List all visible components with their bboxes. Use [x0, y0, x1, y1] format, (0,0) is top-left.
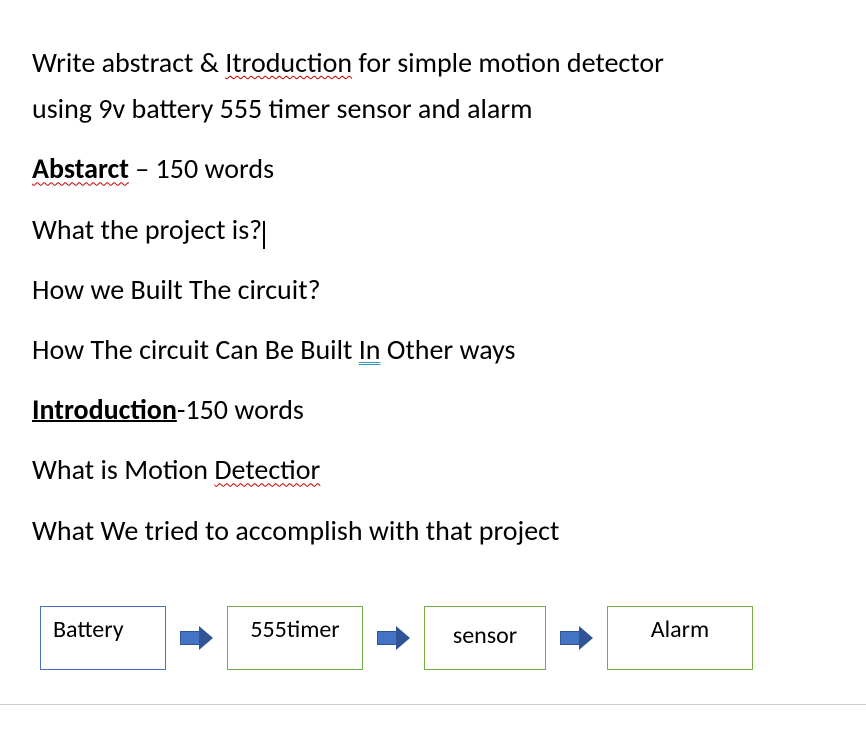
line-8: What is Motion Detectior: [32, 447, 834, 493]
page-divider: [0, 704, 866, 705]
flow-box-555timer: 555timer: [227, 606, 363, 670]
line-9: What We tried to accomplish with that pr…: [32, 508, 834, 554]
line-1: Write abstract & Itroduction for simple …: [32, 40, 834, 86]
block-diagram: Battery 555timer sensor Alarm: [40, 606, 834, 670]
text: What is Motion: [32, 452, 214, 487]
text: Write abstract &: [32, 45, 225, 80]
flow-box-battery: Battery: [40, 606, 166, 670]
flow-box-alarm: Alarm: [607, 606, 753, 670]
text: Other ways: [381, 332, 516, 367]
text: How The circuit Can Be Built: [32, 332, 359, 367]
text: -150 words: [177, 392, 304, 427]
line-5: How we Built The circuit?: [32, 267, 834, 313]
spell-error-itroduction: Itroduction: [225, 45, 352, 80]
spell-error-abstarct: Abstarct: [32, 151, 129, 186]
grammar-mark-in: In: [359, 332, 381, 367]
line-4: What the project is?: [32, 207, 834, 253]
arrow-icon: [560, 606, 593, 670]
line-2: using 9v battery 555 timer sensor and al…: [32, 86, 834, 132]
text: What the project is?: [32, 212, 262, 247]
text: – 150 words: [129, 151, 274, 186]
spell-error-detectior: Detectior: [214, 452, 320, 487]
line-6: How The circuit Can Be Built In Other wa…: [32, 327, 834, 373]
flow-box-sensor: sensor: [424, 606, 546, 670]
arrow-icon: [377, 606, 410, 670]
line-abstract-heading: Abstarct – 150 words: [32, 146, 834, 192]
heading-introduction: Introduction: [32, 392, 177, 427]
document-page: Write abstract & Itroduction for simple …: [0, 0, 866, 670]
text: for simple motion detector: [352, 45, 664, 80]
text-cursor: [263, 221, 265, 249]
line-introduction-heading: Introduction-150 words: [32, 387, 834, 433]
arrow-icon: [180, 606, 213, 670]
